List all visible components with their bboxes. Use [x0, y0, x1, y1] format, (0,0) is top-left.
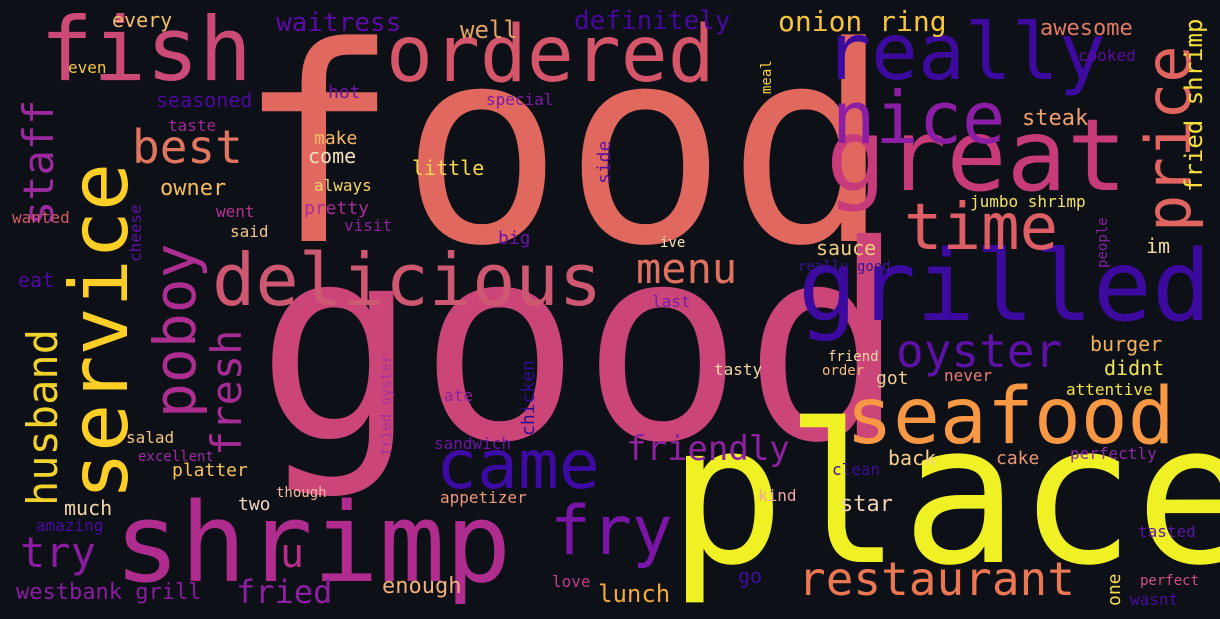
word: waitress [276, 8, 402, 38]
word: best [132, 120, 243, 174]
word: awesome [1040, 16, 1133, 41]
word: im [1146, 234, 1171, 258]
word: eat [18, 268, 55, 292]
word: enough [382, 574, 462, 599]
word: try [20, 528, 96, 577]
word: salad [126, 428, 175, 447]
word: come [308, 144, 357, 168]
word: much [64, 496, 113, 520]
word: definitely [574, 6, 731, 36]
word: star [840, 492, 893, 517]
word: didnt [1104, 356, 1165, 380]
word: wanted [12, 208, 70, 227]
word: cheese [126, 204, 145, 262]
word: lunch [598, 580, 671, 608]
word: u [280, 531, 305, 577]
word: friendly [626, 429, 790, 469]
word: tasty [714, 360, 763, 379]
word: fresh [202, 329, 251, 456]
word: amazing [36, 516, 104, 535]
word: food [236, 0, 892, 306]
word: burger [1090, 332, 1163, 356]
word: got [876, 368, 909, 389]
word: make [314, 128, 358, 149]
word: friend [828, 349, 879, 365]
word: jumbo shrimp [970, 192, 1086, 211]
word: fried oyster [379, 354, 395, 456]
word: taste [168, 116, 217, 135]
word: big [498, 228, 531, 249]
word: really [824, 8, 1106, 98]
word: love [552, 572, 591, 591]
word: fried shrimp [1180, 18, 1208, 192]
word: sandwich [434, 434, 512, 453]
word: fry [550, 492, 673, 571]
word: owner [160, 176, 227, 201]
word: oyster [896, 324, 1063, 378]
word: nice [832, 76, 1006, 160]
word: perfectly [1070, 444, 1157, 463]
word: husband [18, 328, 67, 506]
word: meal [759, 60, 775, 94]
word: chicken [518, 360, 539, 436]
word: though [276, 485, 327, 501]
word: clean [832, 460, 881, 479]
word: really good [798, 259, 891, 275]
word: seasoned [156, 88, 253, 112]
word: well [460, 16, 518, 44]
word: little [412, 156, 485, 180]
word: onion ring [778, 5, 947, 38]
word: ordered [386, 10, 715, 100]
word: fried [236, 573, 333, 611]
word: great [826, 97, 1128, 214]
word: excellent [138, 449, 214, 465]
word: platter [172, 460, 248, 481]
word: time [904, 191, 1059, 265]
word: delicious [212, 238, 603, 322]
word: came [436, 426, 600, 505]
word: visit [344, 216, 393, 235]
word: special [486, 90, 554, 109]
word: cooked [1078, 46, 1136, 65]
word: people [1095, 217, 1111, 268]
word: westbank grill [16, 580, 202, 605]
word: went [216, 202, 255, 221]
word: one [1104, 573, 1125, 606]
word: pretty [304, 198, 370, 219]
word: side [594, 140, 615, 184]
word: hot [328, 82, 361, 103]
word: sauce [816, 236, 877, 260]
word: good [256, 187, 907, 502]
word: grilled [798, 230, 1212, 344]
word: ive [660, 235, 686, 251]
word: go [738, 564, 763, 588]
word: attentive [1066, 380, 1153, 399]
word: back [888, 446, 937, 470]
word: wasnt [1130, 590, 1179, 609]
word: kind [758, 486, 797, 505]
word: seafood [846, 372, 1175, 462]
word: even [68, 58, 107, 77]
word: shrimp [114, 479, 512, 607]
word: tasted [1138, 522, 1196, 541]
word: ate [444, 386, 473, 405]
word: place [668, 382, 1220, 608]
word: said [230, 222, 269, 241]
word: fish [40, 0, 252, 101]
word: order [822, 363, 865, 379]
word: two [238, 494, 271, 515]
word: cake [996, 448, 1040, 469]
word: restaurant [798, 552, 1075, 606]
word: steak [1022, 106, 1089, 131]
word: perfect [1140, 573, 1200, 589]
word: appetizer [440, 488, 527, 507]
word: last [652, 292, 691, 311]
word: never [944, 366, 993, 385]
word: always [314, 176, 372, 195]
word: menu [636, 244, 738, 293]
word: poboy [141, 243, 209, 418]
word: every [112, 8, 173, 32]
